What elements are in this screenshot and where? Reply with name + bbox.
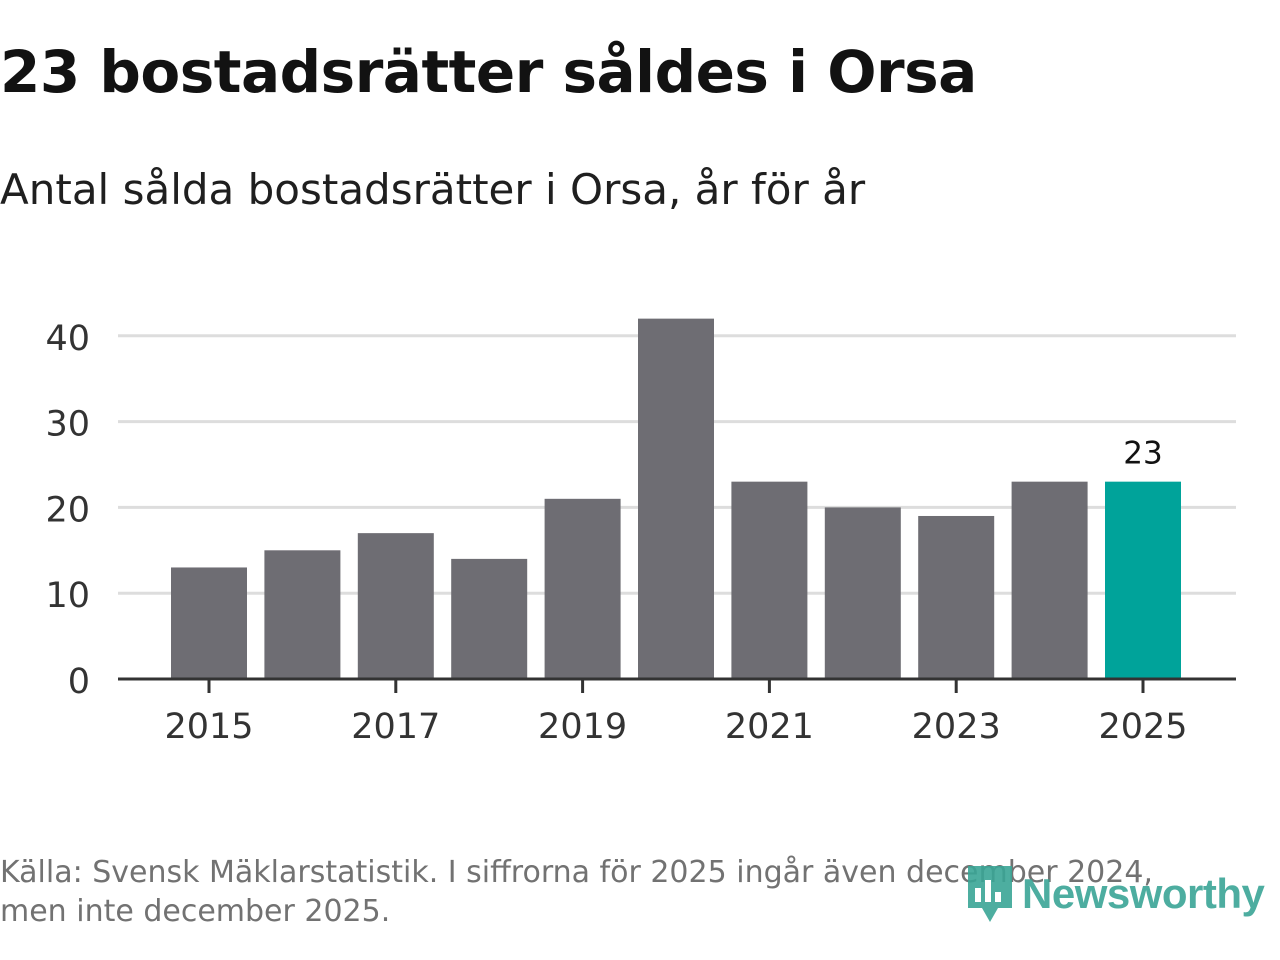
y-tick-label: 20 (45, 490, 90, 530)
x-tick-label: 2015 (164, 707, 253, 747)
bar-2024 (1011, 481, 1088, 679)
axes (118, 677, 1236, 693)
bar-chart: 0 10 20 30 40 2015 2017 2019 2021 2023 2025 23 (45, 318, 1236, 747)
bar-chart-icon (968, 866, 1012, 922)
bar-2018 (451, 558, 528, 679)
x-tick-label: 2019 (538, 707, 627, 747)
x-tick-label: 2021 (725, 707, 814, 747)
bar-2020 (638, 318, 714, 679)
logo-text: Newsworthy (1022, 870, 1265, 917)
bar-2016 (264, 550, 341, 679)
y-tick-label: 0 (68, 662, 90, 702)
bar-2023 (918, 515, 995, 679)
labels: 0 10 20 30 40 2015 2017 2019 2021 2023 2025 23 (45, 319, 1187, 747)
chart-subtitle: Antal sålda bostadsrätter i Orsa, år för… (0, 165, 866, 214)
bar-2022 (824, 507, 901, 679)
x-tick-label: 2025 (1098, 707, 1187, 747)
x-tick-label: 2017 (351, 707, 440, 747)
x-tick-label: 2023 (912, 707, 1001, 747)
data-label: 23 (1123, 436, 1162, 472)
y-tick-label: 40 (45, 319, 90, 359)
bars (171, 318, 1181, 679)
bar-2021 (731, 481, 808, 679)
y-tick-label: 10 (45, 576, 90, 616)
bar-2017 (357, 533, 434, 679)
newsworthy-logo: Newsworthy (964, 862, 1265, 926)
chart-title: 23 bostadsrätter såldes i Orsa (0, 38, 977, 106)
source-note: Källa: Svensk Mäklarstatistik. I siffror… (0, 855, 1153, 929)
bar-2015 (171, 567, 247, 679)
bar-2019 (544, 498, 621, 679)
bar-2025 (1105, 481, 1181, 679)
y-tick-label: 30 (45, 405, 90, 445)
